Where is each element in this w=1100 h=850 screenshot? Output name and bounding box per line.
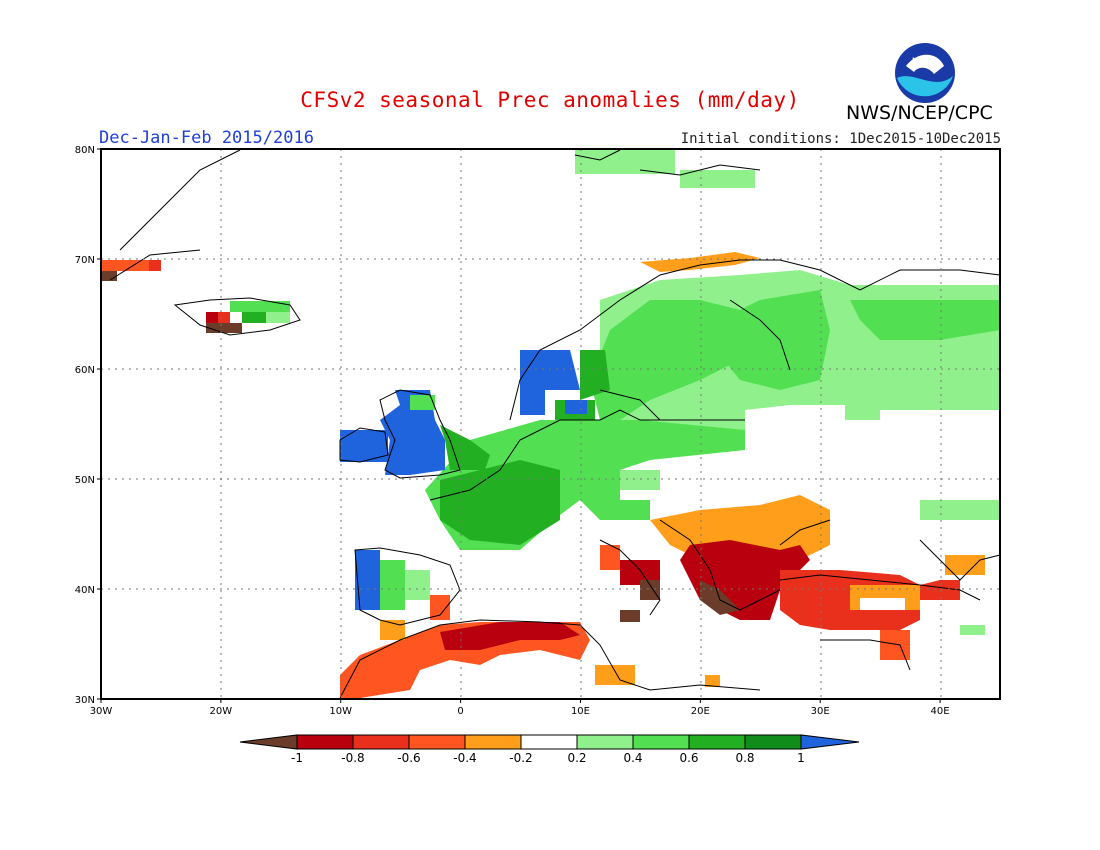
map-title: CFSv2 seasonal Prec anomalies (mm/day) bbox=[300, 88, 800, 112]
lat-label: 30N bbox=[75, 695, 95, 706]
cell-spain-orange bbox=[430, 595, 450, 620]
lon-label: 30W bbox=[90, 706, 113, 717]
cell-nafrica-red bbox=[440, 622, 580, 650]
colorbar-swatch bbox=[352, 734, 410, 750]
lat-labels: 30N 40N 50N 60N 70N 80N bbox=[75, 145, 101, 706]
initial-conditions-label: Initial conditions: 1Dec2015-10Dec2015 bbox=[680, 131, 1001, 147]
cell-italy-1 bbox=[600, 545, 620, 570]
colorbar-tick-label: -1 bbox=[291, 751, 303, 765]
colorbar-tick-label: 0.4 bbox=[623, 751, 642, 765]
cell-turkey-white bbox=[860, 598, 905, 610]
lon-label: 10W bbox=[329, 706, 352, 717]
cell-caucasus-light bbox=[920, 500, 1000, 520]
cell-iceland-4 bbox=[230, 301, 290, 312]
colorbar-tick-label: 0.2 bbox=[567, 751, 586, 765]
lat-label: 60N bbox=[75, 365, 95, 376]
cell-britain-blue bbox=[380, 390, 445, 475]
colorbar-tick-label: 1 bbox=[797, 751, 805, 765]
cell-finland-mid bbox=[700, 290, 830, 390]
lon-label: 20E bbox=[691, 706, 710, 717]
colorbar-tick-label: -0.4 bbox=[453, 751, 476, 765]
colorbar: -1 -0.8 -0.6 -0.4 -0.2 0.2 0.4 0.6 0.8 1 bbox=[239, 734, 860, 765]
cell-scotland-green bbox=[410, 395, 435, 410]
cell-iceland-1 bbox=[206, 312, 218, 323]
colorbar-swatch bbox=[744, 734, 802, 750]
coastlines bbox=[109, 149, 1001, 699]
cell-greenland bbox=[101, 260, 149, 271]
lon-label: 10E bbox=[571, 706, 590, 717]
season-label: Dec-Jan-Feb 2015/2016 bbox=[99, 128, 314, 148]
lon-labels: 30W 20W 10W 0 10E 20E 30E 40E bbox=[90, 699, 950, 717]
lon-label: 30E bbox=[811, 706, 830, 717]
colorbar-tick-label: -0.2 bbox=[509, 751, 532, 765]
colorbar-tick-label: -0.6 bbox=[397, 751, 420, 765]
map-frame bbox=[100, 148, 1001, 700]
cell-morocco bbox=[350, 670, 420, 698]
lat-label: 50N bbox=[75, 475, 95, 486]
anomaly-cells bbox=[101, 150, 1000, 698]
cell-libya bbox=[595, 665, 635, 685]
cell-norway-green bbox=[580, 350, 610, 400]
colorbar-tick-label: -0.8 bbox=[341, 751, 364, 765]
cell-iran-light bbox=[960, 625, 985, 635]
agency-label: NWS/NCEP/CPC bbox=[846, 102, 993, 124]
lat-label: 80N bbox=[75, 145, 95, 156]
cell-russia-mid bbox=[850, 300, 1000, 340]
lon-label: 40E bbox=[931, 706, 950, 717]
cell-levant bbox=[880, 630, 910, 660]
cell-italy-3 bbox=[640, 580, 660, 600]
cell-britain-green bbox=[440, 425, 490, 470]
cell-norway-north bbox=[640, 252, 760, 272]
cell-svalbard-2 bbox=[680, 170, 755, 188]
colorbar-high-arrow bbox=[800, 734, 860, 750]
cell-spain-light bbox=[405, 570, 430, 600]
colorbar-swatch bbox=[520, 734, 578, 750]
colorbar-tick-label: 0.6 bbox=[679, 751, 698, 765]
colorbar-swatch bbox=[464, 734, 522, 750]
cell-denmark-blue bbox=[565, 400, 587, 414]
colorbar-swatch bbox=[296, 734, 354, 750]
graticule bbox=[101, 149, 1000, 699]
colorbar-low-arrow bbox=[239, 734, 298, 750]
lat-label: 70N bbox=[75, 255, 95, 266]
cell-spain-green bbox=[380, 560, 405, 610]
cell-alps-light bbox=[620, 470, 660, 490]
cell-france-dark bbox=[440, 460, 560, 545]
cell-greenland-b bbox=[101, 271, 117, 281]
cell-iceland-2 bbox=[218, 312, 230, 323]
colorbar-swatch bbox=[576, 734, 634, 750]
lon-label: 0 bbox=[457, 706, 463, 717]
colorbar-swatch bbox=[688, 734, 746, 750]
cell-caspian-orange bbox=[945, 555, 985, 575]
colorbar-swatch bbox=[408, 734, 466, 750]
lon-label: 20W bbox=[210, 706, 233, 717]
colorbar-swatch bbox=[632, 734, 690, 750]
noaa-logo: NOAA bbox=[895, 43, 955, 103]
cell-iceland-5 bbox=[242, 312, 266, 323]
cell-sicily bbox=[620, 610, 640, 622]
cell-egypt bbox=[705, 675, 720, 687]
cell-norway-blue bbox=[520, 350, 580, 415]
lat-label: 40N bbox=[75, 585, 95, 596]
noaa-logo-text: NOAA bbox=[912, 57, 939, 67]
colorbar-tick-label: 0.8 bbox=[735, 751, 754, 765]
cell-greenland-c bbox=[149, 260, 161, 271]
cell-iceland-3 bbox=[206, 323, 242, 333]
cell-svalbard bbox=[575, 150, 675, 174]
cell-iceland-6 bbox=[266, 312, 290, 323]
